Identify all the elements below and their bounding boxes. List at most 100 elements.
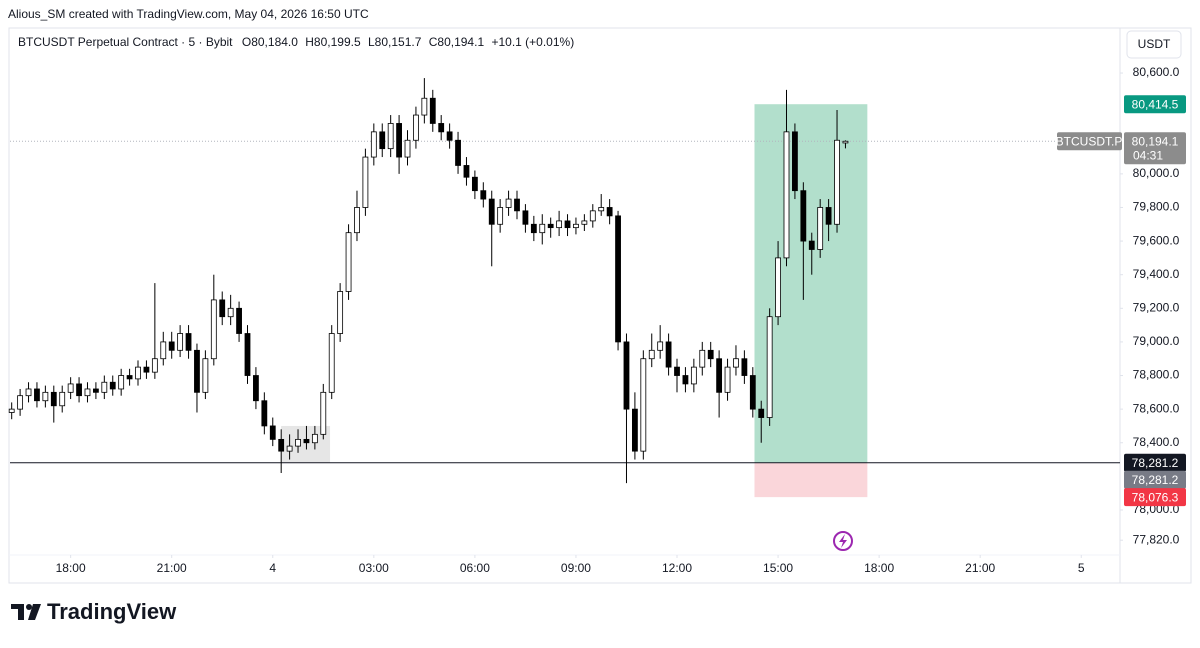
candle — [67, 377, 74, 400]
candle-body — [42, 391, 49, 402]
candle — [758, 400, 765, 443]
candle-body — [429, 97, 436, 124]
alert-circle[interactable] — [833, 531, 853, 551]
candle — [101, 375, 108, 400]
candle-body — [842, 140, 849, 144]
candle — [278, 429, 285, 473]
candle-body — [446, 131, 453, 141]
candle — [817, 199, 824, 258]
candle — [413, 106, 419, 149]
candle-body — [547, 223, 554, 229]
candle-body — [126, 375, 133, 380]
candle — [354, 190, 360, 242]
candle — [396, 115, 402, 174]
y-tick-label: 80,000.0 — [1133, 166, 1180, 180]
attribution: Alious_SM created with TradingView.com, … — [8, 7, 369, 21]
candle — [143, 360, 150, 379]
y-tick-label: 79,600.0 — [1133, 233, 1180, 247]
candle-body — [244, 333, 251, 376]
candle-body — [76, 383, 82, 397]
candle — [834, 110, 840, 233]
candle-body — [286, 445, 293, 452]
candle-body — [311, 433, 318, 444]
candle — [421, 78, 428, 124]
candle — [632, 392, 638, 460]
candle-body — [17, 395, 24, 410]
candle-body — [480, 190, 487, 200]
candle-body — [160, 341, 167, 360]
ohlc-low: L80,151.7 — [368, 35, 422, 49]
candle-body — [320, 391, 327, 435]
candle — [589, 204, 596, 228]
candle — [480, 182, 487, 208]
candle-body — [488, 198, 495, 225]
candle-body — [269, 425, 276, 440]
candle-body — [25, 388, 32, 397]
candle-body — [615, 215, 621, 343]
last-price-tag-bg — [1124, 132, 1186, 165]
candle — [50, 385, 57, 423]
candle — [59, 385, 66, 413]
candle — [792, 123, 798, 200]
candle-body — [640, 358, 647, 452]
candle-body — [118, 375, 125, 390]
candle — [219, 291, 226, 326]
candle — [640, 350, 647, 460]
candle-body — [143, 366, 150, 373]
candle-body — [396, 123, 402, 158]
y-tick-label: 79,800.0 — [1133, 200, 1180, 214]
candle — [674, 358, 680, 393]
alert-icon[interactable] — [833, 531, 853, 551]
candle — [8, 402, 15, 420]
x-tick-label: 03:00 — [359, 561, 389, 575]
candle — [269, 417, 276, 447]
candle — [438, 115, 445, 141]
candle — [808, 232, 815, 275]
currency-label[interactable]: USDT — [1138, 37, 1171, 51]
candle-body — [455, 139, 461, 166]
candle-body — [690, 366, 697, 385]
candle — [261, 392, 268, 435]
candle-body — [236, 307, 242, 334]
candle-body — [505, 198, 512, 208]
candle — [539, 214, 546, 245]
candle-body — [202, 358, 209, 393]
candle-body — [93, 388, 99, 393]
candle — [286, 434, 293, 460]
candle — [17, 388, 24, 416]
ohlc-high: H80,199.5 — [305, 35, 361, 49]
candle — [783, 89, 790, 267]
currency-button[interactable] — [1126, 30, 1182, 59]
candle — [716, 350, 723, 418]
candle-body — [657, 341, 664, 351]
alert-bolt[interactable] — [839, 534, 847, 548]
candle — [455, 131, 461, 174]
candle — [295, 429, 301, 453]
candle-body — [564, 220, 571, 229]
last-price-label: 80,194.1 — [1132, 134, 1179, 148]
candle — [76, 377, 82, 403]
candle-body — [716, 358, 723, 393]
candle-body — [775, 257, 781, 318]
ohlc-change: +10.1 (+0.01%) — [491, 35, 574, 49]
candle — [749, 367, 756, 418]
x-tick-label: 18:00 — [864, 561, 894, 575]
x-tick-label: 06:00 — [460, 561, 490, 575]
stop-tag-label: 78,076.3 — [1132, 490, 1179, 504]
candle — [505, 190, 512, 216]
candle — [387, 115, 394, 158]
candle-body — [337, 291, 344, 334]
candle — [623, 333, 630, 484]
candle-body — [817, 207, 824, 250]
candle — [690, 358, 697, 393]
candle — [126, 368, 133, 386]
candle — [446, 123, 453, 149]
candle-body — [168, 341, 175, 351]
candle — [379, 123, 386, 158]
countdown-label: 04:31 — [1133, 148, 1163, 162]
candle — [109, 375, 116, 396]
candle-body — [530, 223, 537, 234]
candle — [497, 199, 504, 233]
candle — [84, 382, 91, 403]
